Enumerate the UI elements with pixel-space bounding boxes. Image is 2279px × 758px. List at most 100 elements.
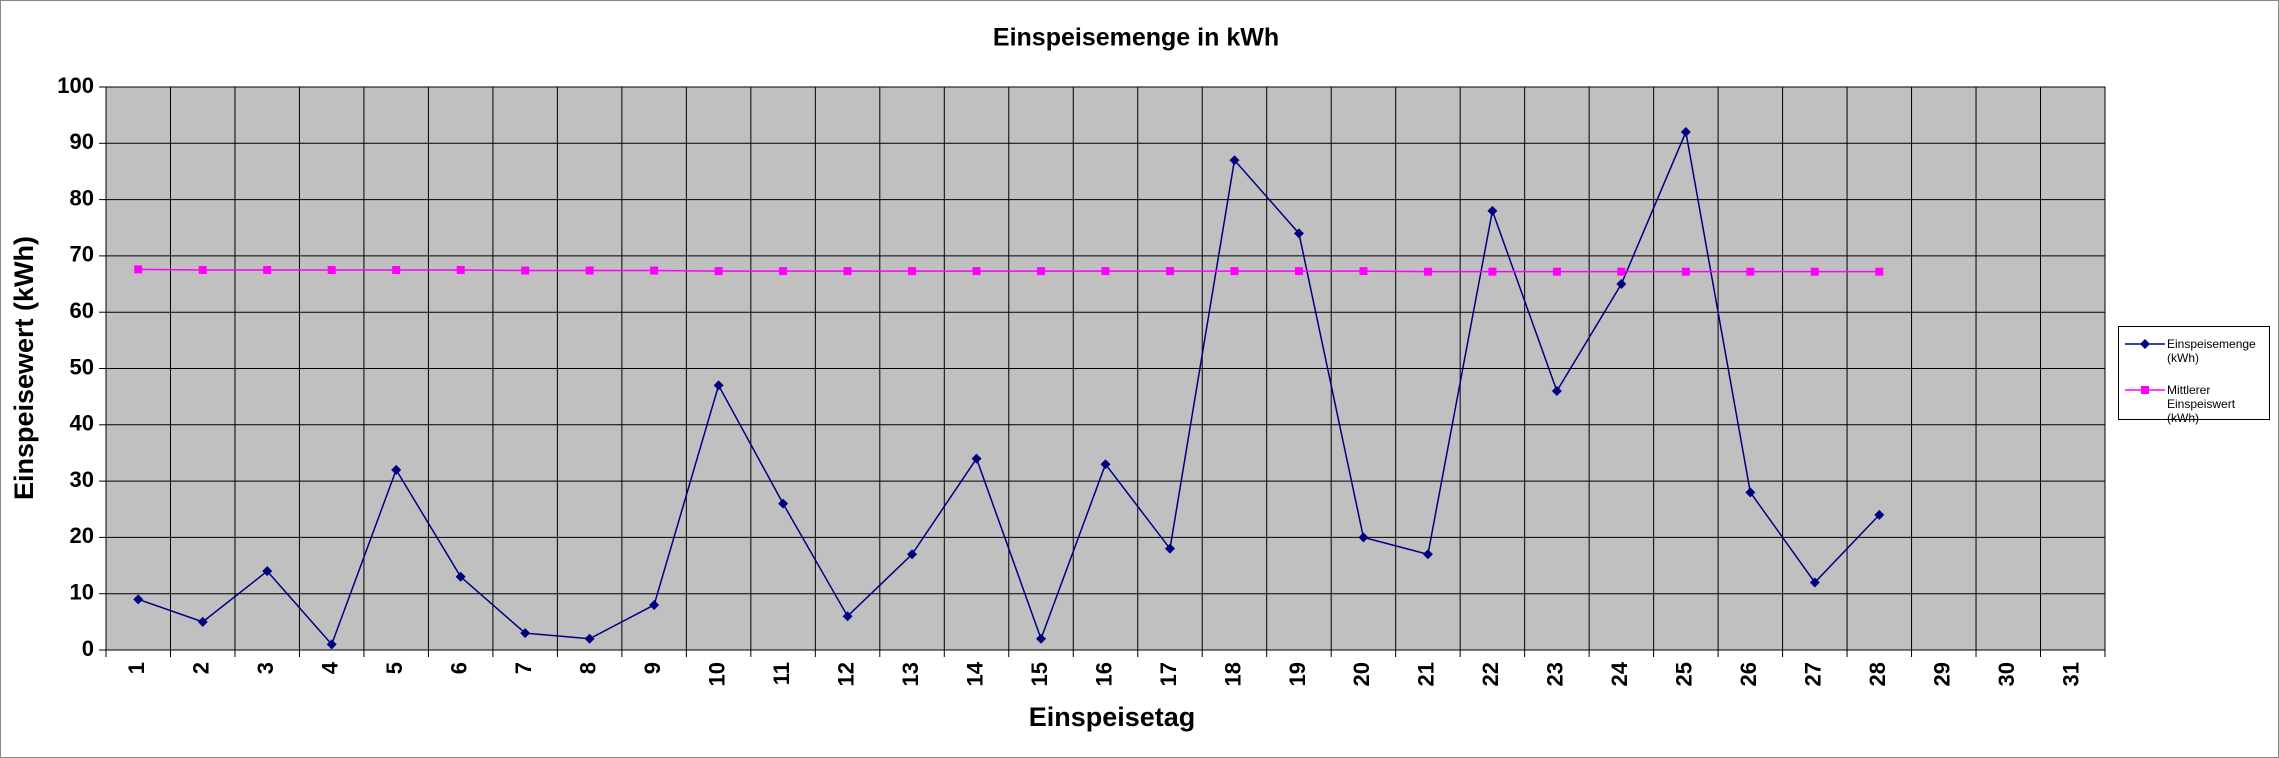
data-point <box>262 566 273 577</box>
y-tick-label: 20 <box>70 523 94 548</box>
y-tick-label: 60 <box>70 298 94 323</box>
data-point <box>1488 267 1497 276</box>
data-point <box>842 611 853 622</box>
data-point <box>1809 577 1820 588</box>
data-point <box>1617 267 1626 276</box>
x-tick-label: 8 <box>575 662 600 674</box>
data-point <box>843 267 852 276</box>
x-tick-label: 11 <box>769 662 794 685</box>
legend-item: Einspeisemenge (kWh) <box>2123 337 2259 365</box>
data-point <box>1294 267 1303 276</box>
x-tick-label: 7 <box>511 662 536 674</box>
legend-swatch <box>2125 339 2165 349</box>
data-point <box>1359 267 1368 276</box>
data-point <box>1680 127 1691 138</box>
data-point <box>392 265 401 274</box>
x-tick-label: 5 <box>382 662 407 674</box>
data-point <box>263 265 272 274</box>
legend: Einspeisemenge (kWh) Mittlerer Einspeiswe… <box>2118 326 2270 425</box>
data-point <box>1165 267 1174 276</box>
data-point <box>455 571 466 582</box>
data-point <box>1745 487 1756 498</box>
x-tick-label: 22 <box>1478 662 1503 686</box>
legend-item: Mittlerer Einspeiswert (kWh) <box>2123 383 2259 425</box>
y-tick-label: 0 <box>82 636 94 661</box>
data-point <box>1551 386 1562 397</box>
y-tick-label: 40 <box>70 411 94 436</box>
data-point <box>1810 267 1819 276</box>
data-point <box>1229 155 1240 166</box>
y-tick-label: 10 <box>70 580 94 605</box>
data-point <box>1358 532 1369 543</box>
data-point <box>649 599 660 610</box>
x-tick-label: 29 <box>1930 662 1955 686</box>
data-point <box>1487 205 1498 216</box>
x-tick-label: 27 <box>1801 662 1826 686</box>
data-point <box>1164 543 1175 554</box>
data-point <box>391 464 402 475</box>
x-tick-label: 19 <box>1285 662 1310 686</box>
x-tick-label: 26 <box>1736 662 1761 686</box>
x-tick-label: 23 <box>1543 662 1568 686</box>
data-point <box>1036 633 1047 644</box>
x-tick-label: 14 <box>962 661 987 686</box>
data-point <box>326 639 337 650</box>
data-point <box>972 267 981 276</box>
x-tick-label: 30 <box>1994 662 2019 686</box>
data-point <box>1746 267 1755 276</box>
data-point <box>714 267 723 276</box>
x-tick-label: 28 <box>1865 662 1890 686</box>
x-tick-label: 3 <box>253 662 278 674</box>
y-tick-label: 50 <box>70 354 94 379</box>
x-tick-label: 25 <box>1672 662 1697 686</box>
legend-marker <box>2141 386 2149 394</box>
data-point <box>1681 267 1690 276</box>
data-point <box>908 267 917 276</box>
legend-label: Einspeisemenge (kWh) <box>2167 337 2256 365</box>
data-point <box>1875 267 1884 276</box>
data-point <box>198 265 207 274</box>
y-tick-label: 80 <box>70 185 94 210</box>
data-point <box>584 633 595 644</box>
chart-title: Einspeisemenge in kWh <box>993 24 1279 52</box>
x-tick-label: 1 <box>124 662 149 674</box>
x-tick-label: 13 <box>898 662 923 686</box>
x-tick-label: 4 <box>318 661 343 674</box>
data-point <box>779 267 788 276</box>
x-tick-label: 20 <box>1349 662 1374 686</box>
data-point <box>1616 279 1627 290</box>
data-point <box>1423 267 1432 276</box>
x-tick-label: 6 <box>446 662 471 674</box>
y-tick-label: 90 <box>70 129 94 154</box>
data-point <box>1230 267 1239 276</box>
data-point <box>456 265 465 274</box>
data-point <box>650 266 659 275</box>
x-axis-title: Einspeisetag <box>1029 702 1196 732</box>
data-point <box>197 616 208 627</box>
y-tick-label: 70 <box>70 242 94 267</box>
data-point <box>521 266 530 275</box>
x-tick-label: 24 <box>1607 661 1632 686</box>
y-axis-title: Einspeisewert (kWh) <box>9 236 39 500</box>
x-tick-label: 10 <box>704 662 729 686</box>
data-point <box>971 453 982 464</box>
x-tick-label: 31 <box>2059 662 2084 686</box>
x-tick-label: 17 <box>1156 662 1181 686</box>
data-point <box>520 628 531 639</box>
data-point <box>1101 267 1110 276</box>
data-point <box>1552 267 1561 276</box>
x-tick-label: 18 <box>1220 662 1245 686</box>
data-point <box>1293 228 1304 239</box>
data-point <box>1100 459 1111 470</box>
legend-label: Mittlerer Einspeiswert (kWh) <box>2167 383 2236 425</box>
y-tick-label: 100 <box>57 73 94 98</box>
x-tick-label: 12 <box>833 662 858 686</box>
data-point <box>133 594 144 605</box>
legend-marker <box>2140 339 2150 349</box>
data-point <box>134 265 143 274</box>
x-tick-label: 21 <box>1414 662 1439 686</box>
data-point <box>713 380 724 391</box>
legend-swatch <box>2125 386 2165 394</box>
data-point <box>778 498 789 509</box>
data-point <box>1037 267 1046 276</box>
